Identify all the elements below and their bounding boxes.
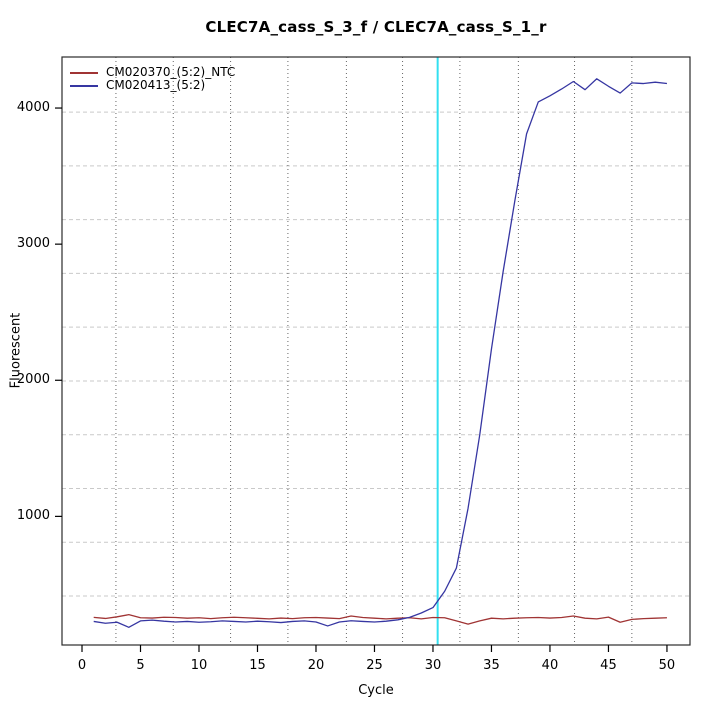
- x-tick-label: 30: [424, 658, 442, 673]
- x-tick-label: 0: [77, 658, 87, 673]
- legend-item-sample: CM020413_(5:2): [70, 79, 235, 92]
- x-tick-label: 25: [366, 658, 383, 673]
- x-axis-label: Cycle: [358, 683, 394, 698]
- series-line-ntc: [93, 613, 667, 625]
- y-axis-label: Fluorescent: [8, 312, 24, 389]
- series-line-sample: [93, 78, 668, 628]
- ntc-line-swatch: [70, 71, 98, 74]
- legend-item-ntc: CM020370_(5:2)_NTC: [70, 66, 235, 79]
- sample-line-swatch: [70, 84, 98, 87]
- legend: CM020370_(5:2)_NTC CM020413_(5:2): [70, 66, 235, 92]
- x-tick-label: 50: [658, 658, 676, 673]
- chart-title: CLEC7A_cass_S_3_f / CLEC7A_cass_S_1_r: [205, 18, 547, 36]
- y-tick-label: 2000: [16, 372, 50, 388]
- x-tick-label: 5: [136, 658, 145, 673]
- plot-frame: [61, 56, 691, 646]
- y-tick-label: 3000: [16, 236, 50, 252]
- x-tick-label: 20: [307, 658, 325, 673]
- x-tick-label: 15: [249, 658, 266, 673]
- x-tick-label: 40: [541, 658, 559, 673]
- x-tick-label: 45: [600, 658, 617, 673]
- legend-label-sample: CM020413_(5:2): [106, 78, 206, 92]
- x-tick-label: 35: [483, 658, 500, 673]
- y-tick-label: 1000: [16, 508, 50, 524]
- y-tick-label: 4000: [16, 100, 50, 116]
- legend-label-ntc: CM020370_(5:2)_NTC: [106, 65, 236, 79]
- x-tick-label: 10: [190, 658, 208, 673]
